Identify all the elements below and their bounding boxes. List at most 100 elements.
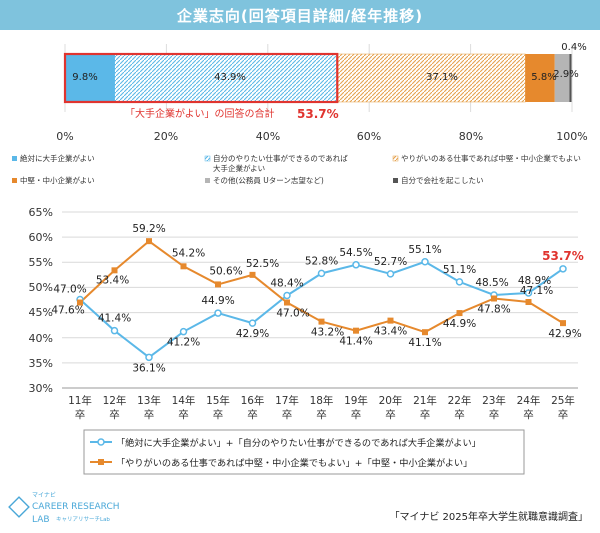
line-chart: 30% 35% 40% 45% 50% 55% 60% 65% 11年卒12年卒… [29,206,584,421]
line-xtick-year: 24年 [517,394,541,407]
legend-swatch-5 [393,178,398,183]
line-ytick: 40% [29,332,53,345]
chart-title: 企業志向(回答項目詳細/経年推移) [176,6,424,25]
series-point-blue [421,258,429,266]
series-point-orange [525,299,532,306]
data-label-blue: 47.6% [51,304,84,316]
data-label-orange: 47.0% [276,308,309,320]
series-point-blue [145,353,153,362]
line-xtick-suffix: 卒 [247,408,258,421]
data-label-blue: 41.2% [167,337,200,349]
bar-label-3: 5.8% [531,72,556,83]
line-xtick-suffix: 卒 [178,408,189,421]
legend-label-5: 自分で会社を起こしたい [401,175,484,185]
bar-x-tick-labels: 0% 20% 40% 60% 80% 100% [56,130,587,143]
data-label-orange: 53.4% [96,274,129,286]
bar-xtick: 60% [357,130,381,143]
line-ytick: 35% [29,357,53,370]
bar-annotation: 「大手企業がよい」の回答の合計 53.7% [125,107,339,121]
bar-label-0: 9.8% [72,72,97,83]
bar-segment-4 [554,54,570,102]
legend-label-3: 中堅・中小企業がよい [20,175,95,185]
series-point-orange [146,238,152,245]
data-label-blue: 48.5% [475,277,508,289]
logo-mark [8,496,30,518]
data-label-blue: 48.9% [518,275,551,287]
line-legend-box [83,429,525,475]
line-xtick-suffix: 卒 [489,408,500,421]
line-legend-label-orange: 「やりがいのある仕事であれば中堅・中小企業でもよい」+「中堅・中小企業がよい」 [116,457,472,469]
data-label-blue: 51.1% [443,264,476,276]
data-label-orange: 41.1% [408,337,441,349]
line-xtick-year: 15年 [206,394,230,407]
series-point-orange [77,299,83,306]
line-xtick-suffix: 卒 [351,408,362,421]
legend-swatch-2 [392,155,399,162]
stacked-bar-chart: 9.8% 43.9% 37.1% 5.8% 2.9% 0.4% 「大手企業がよい… [56,42,587,143]
data-label-orange: 47.8% [477,303,510,315]
bar-label-5: 0.4% [561,42,586,53]
series-point-blue [110,326,119,335]
data-label-orange: 54.2% [172,247,205,259]
line-xtick-suffix: 卒 [558,408,569,421]
bar-legend: 絶対に大手企業がよい 自分のやりたい仕事ができるのであれば 大手企業がよい やり… [12,153,581,185]
bar-segment-5 [569,54,572,102]
data-label-blue: 52.8% [305,255,338,267]
bar-annotation-text: 「大手企業がよい」の回答の合計 [125,107,275,120]
series-point-blue [352,261,360,269]
series-point-orange [491,295,497,302]
line-gridlines [62,211,578,389]
line-legend: 「絶対に大手企業がよい」+「自分のやりたい仕事ができるのであれば大手企業がよい」… [83,429,525,475]
line-ytick: 55% [29,256,53,269]
data-label-blue: 55.1% [408,244,441,256]
data-label-orange: 47.1% [520,285,553,297]
logo-small-text: マイナビ [32,491,56,499]
bar-label-4: 2.9% [553,69,578,80]
series-point-orange [353,327,359,334]
data-label-orange: 59.2% [132,223,165,235]
line-xtick-year: 19年 [344,394,368,407]
series-point-orange [318,318,325,325]
line-xtick-year: 22年 [448,394,472,407]
legend-swatch-4 [205,178,210,183]
line-legend-marker-blue [97,438,105,446]
series-point-orange [215,281,221,288]
bar-label-1: 43.9% [214,72,246,83]
bar-value-labels: 9.8% 43.9% 37.1% 5.8% 2.9% 0.4% [72,42,586,83]
bar-xtick: 80% [459,130,483,143]
legend-label-4: その他(公務員 Uターン志望など) [213,175,324,185]
series-point-blue [524,289,533,297]
line-xtick-suffix: 卒 [75,408,86,421]
line-xtick-suffix: 卒 [144,408,155,421]
bar-segment-0 [65,54,115,102]
line-ytick: 30% [29,382,53,395]
series-point-blue [214,309,222,317]
series-point-blue [386,270,395,278]
line-xtick-suffix: 卒 [213,408,224,421]
line-xtick-year: 13年 [137,394,161,407]
line-legend-marker-orange [98,459,104,465]
bar-segments [65,53,572,103]
line-xtick-year: 12年 [103,394,127,407]
data-label-blue: 44.9% [201,295,234,307]
series-point-blue [283,291,291,300]
bar-xtick: 20% [154,130,178,143]
large-company-highlight-box [63,52,339,104]
data-label-blue: 48.4% [270,277,303,289]
line-y-tick-labels: 30% 35% 40% 45% 50% 55% 60% 65% [29,206,53,395]
line-series [76,238,567,362]
series-point-blue [317,269,326,278]
line-xtick-year: 14年 [172,394,196,407]
data-label-blue: 41.4% [98,313,131,325]
series-point-orange [422,329,428,336]
series-point-orange [456,310,463,317]
line-xtick-suffix: 卒 [316,408,327,421]
series-point-orange [249,271,256,278]
line-xtick-suffix: 卒 [420,408,431,421]
line-data-labels: 47.6% 41.4% 36.1% 41.2% 44.9% 42.9% 48.4%52.8%… [51,223,584,374]
line-ytick: 65% [29,206,53,219]
source-note: 「マイナビ 2025年卒大学生就職意識調査」 [390,510,588,523]
series-point-blue [559,265,567,273]
data-label-orange: 50.6% [209,265,242,277]
logo-sub-text: キャリアリサーチLab [56,516,110,523]
